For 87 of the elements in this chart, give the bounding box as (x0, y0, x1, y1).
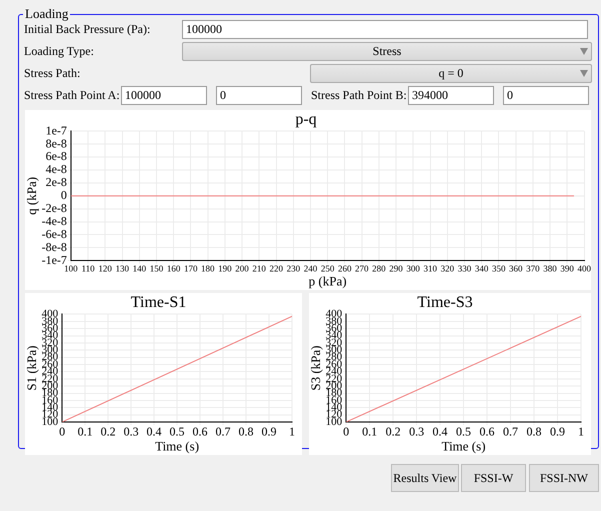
x-tick-label: 0.9 (262, 424, 277, 438)
x-tick-label: 350 (492, 263, 506, 274)
x-tick-label: 290 (389, 263, 404, 274)
x-tick-label: 360 (509, 263, 524, 274)
x-tick-label: 390 (560, 263, 574, 274)
y-tick-label: 4e-8 (46, 162, 67, 176)
x-tick-label: 1 (289, 424, 295, 438)
chart-title: Time-S1 (130, 294, 186, 311)
y-tick-label: -2e-8 (42, 200, 67, 215)
x-tick-label: 0.4 (432, 424, 448, 438)
x-tick-label: 0.5 (170, 424, 185, 438)
x-axis-title: p (kPa) (308, 274, 347, 289)
x-tick-label: 0.8 (526, 424, 542, 438)
text: Loading (24, 6, 70, 22)
x-tick-label: 0.2 (100, 424, 116, 438)
text: 0 (216, 86, 302, 105)
y-tick-label: 0 (60, 188, 67, 202)
x-tick-label: 240 (304, 263, 318, 274)
y-tick-label: -1e-7 (42, 252, 67, 267)
x-axis-title: Time (s) (442, 438, 486, 454)
x-tick-label: 0.4 (146, 424, 162, 438)
text: Initial Back Pressure (Pa): (24, 21, 150, 38)
x-tick-label: 170 (184, 263, 198, 274)
x-tick-label: 280 (372, 263, 386, 274)
x-tick-label: 190 (218, 263, 232, 274)
x-tick-label: 0.6 (192, 424, 208, 438)
x-axis-title: Time (s) (155, 438, 200, 454)
text: Loading Type: (24, 43, 94, 60)
text: Results View (391, 464, 459, 492)
x-tick-label: 210 (252, 263, 266, 274)
x-tick-label: 0.9 (550, 424, 566, 438)
x-tick-label: 0.3 (124, 424, 139, 438)
y-tick-label: -6e-8 (42, 226, 67, 241)
text: 394000 (408, 86, 494, 105)
x-tick-label: 150 (150, 263, 164, 274)
text: Stress Path Point B: (311, 87, 407, 104)
x-tick-label: 160 (166, 263, 181, 274)
y-tick-label: 1e-7 (46, 123, 67, 138)
y-tick-label: 8e-8 (46, 136, 67, 150)
x-tick-label: 380 (543, 263, 558, 274)
x-tick-label: 260 (338, 263, 352, 274)
x-tick-label: 120 (98, 263, 112, 274)
x-tick-label: 0.6 (480, 424, 495, 438)
text: FSSI-W (461, 464, 526, 492)
x-tick-label: 200 (235, 263, 250, 274)
x-tick-label: 300 (406, 263, 420, 274)
text: FSSI-NW (529, 464, 599, 492)
text: Stress (182, 42, 592, 61)
x-tick-label: 1 (578, 424, 584, 438)
x-tick-label: 0.3 (409, 424, 424, 438)
x-tick-label: 320 (440, 263, 455, 274)
x-tick-label: 0.5 (456, 424, 472, 438)
x-tick-label: 250 (320, 263, 335, 274)
x-tick-label: 100 (64, 263, 78, 274)
x-tick-label: 220 (270, 263, 284, 274)
x-tick-label: 110 (81, 263, 96, 274)
text: 0 (503, 86, 589, 105)
x-tick-label: 230 (286, 263, 301, 274)
text: Stress Path Point A: (24, 87, 120, 104)
chart-title: p-q (295, 110, 317, 128)
y-axis-title: S3 (kPa) (308, 346, 324, 391)
x-tick-label: 0.7 (216, 424, 231, 438)
x-tick-label: 340 (474, 263, 489, 274)
chart-title: Time-S3 (417, 294, 473, 311)
x-tick-label: 0.7 (503, 424, 518, 438)
y-axis-title: S1 (kPa) (24, 346, 40, 391)
text: 100000 (182, 20, 588, 39)
y-axis-title: q (kPa) (24, 176, 40, 215)
x-tick-label: 270 (355, 263, 370, 274)
x-tick-label: 330 (458, 263, 472, 274)
x-tick-label: 130 (116, 263, 130, 274)
x-tick-label: 0.8 (238, 424, 254, 438)
y-tick-label: -4e-8 (42, 214, 67, 228)
text: 100000 (121, 86, 207, 105)
text: Stress Path: (24, 65, 80, 82)
y-tick-label: 2e-8 (46, 175, 67, 190)
x-tick-label: 140 (132, 263, 147, 274)
x-tick-label: 180 (201, 263, 216, 274)
y-tick-label: 6e-8 (46, 149, 67, 164)
text: q = 0 (310, 64, 592, 83)
y-tick-label: -8e-8 (42, 240, 67, 254)
x-tick-label: 0.1 (362, 424, 378, 438)
x-tick-label: 0.2 (386, 424, 401, 438)
x-tick-label: 0.1 (78, 424, 93, 438)
x-tick-label: 400 (578, 263, 592, 274)
x-tick-label: 370 (526, 263, 540, 274)
x-tick-label: 310 (424, 263, 438, 274)
